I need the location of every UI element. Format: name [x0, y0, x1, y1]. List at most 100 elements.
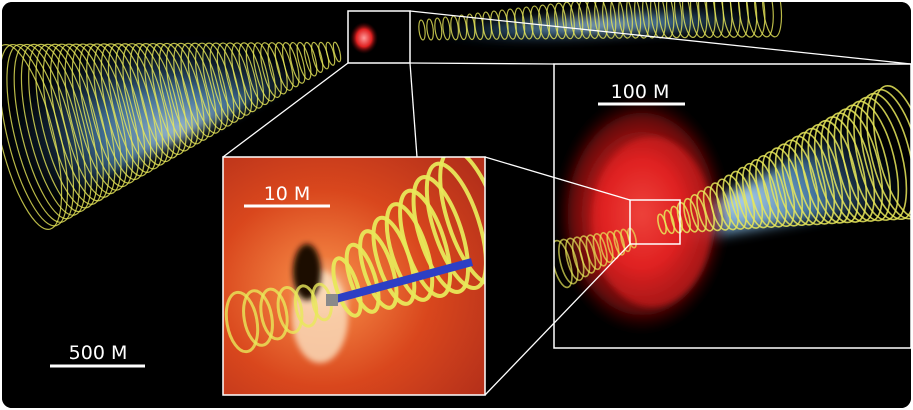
field-line-coil — [129, 43, 175, 163]
field-line-coil — [674, 2, 691, 39]
field-line-coil — [586, 2, 600, 40]
field-line-coil — [194, 42, 229, 131]
field-line-coil — [859, 92, 911, 221]
field-line-coil — [585, 234, 602, 271]
field-line-coil — [242, 289, 274, 347]
field-line-coil — [800, 127, 844, 225]
field-line-coil — [42, 43, 104, 205]
field-line-coil — [293, 284, 319, 328]
scale-bar-small: 10 M — [264, 183, 311, 205]
field-line-coil — [411, 175, 471, 294]
field-line-coil — [202, 42, 235, 127]
zoom-connector — [222, 62, 349, 158]
large-jet-left — [2, 38, 362, 231]
field-line-coil — [276, 285, 304, 335]
field-line-coil — [458, 14, 468, 41]
field-line-coil — [303, 41, 318, 77]
zoom-connector — [409, 62, 555, 65]
field-line-coil — [840, 104, 892, 222]
field-line-coil — [325, 41, 336, 66]
field-line-coil — [634, 2, 650, 39]
field-line-coil — [546, 3, 559, 40]
field-line-coil — [224, 290, 260, 354]
field-line-coil — [187, 42, 223, 134]
field-line-coil — [274, 42, 294, 91]
zoom-box-large — [347, 10, 411, 64]
field-line-coil — [562, 2, 575, 40]
field-line-coil — [13, 43, 81, 220]
field-line-coil — [384, 202, 435, 302]
field-line-coil — [144, 42, 187, 156]
field-line-coil — [151, 42, 193, 152]
field-line-coil — [599, 231, 614, 264]
field-line-coil — [438, 157, 485, 287]
field-line-coil — [296, 41, 312, 81]
field-line-coil — [100, 43, 152, 177]
field-line-coil — [813, 119, 860, 224]
field-line-coil — [592, 233, 608, 267]
field-line-coil — [71, 43, 128, 191]
inset-small: 10 M — [222, 156, 486, 396]
field-line-coil — [794, 131, 836, 225]
field-line-coil — [702, 186, 723, 232]
field-line-coil — [245, 42, 271, 106]
field-line-coil — [281, 42, 300, 88]
field-line-coil — [231, 42, 259, 113]
field-line-coil — [538, 4, 551, 40]
field-line-coil — [252, 42, 276, 102]
field-line-coil — [259, 287, 289, 341]
zoom-connector — [409, 10, 911, 65]
field-line-coil — [331, 256, 363, 318]
field-line-coil — [774, 143, 812, 227]
field-line-coil — [755, 155, 788, 228]
field-line-coil — [737, 2, 758, 38]
zoom-connector — [409, 62, 418, 158]
field-line-coil — [681, 2, 700, 39]
scale-bar-large: 500 M — [69, 342, 128, 364]
field-line-coils-right — [418, 2, 783, 41]
field-line-coil — [715, 178, 740, 231]
field-line-coil — [173, 42, 211, 141]
field-line-coil — [289, 41, 306, 84]
field-line-coil — [554, 239, 573, 289]
field-line-coil — [2, 43, 69, 227]
field-line-coil — [761, 151, 796, 228]
field-line-coil — [442, 16, 451, 41]
scale-bar-medium: 100 M — [611, 81, 670, 103]
field-line-coil — [2, 43, 63, 231]
field-line-coil — [86, 43, 140, 184]
field-line-coil — [136, 43, 181, 159]
field-line-coil — [594, 2, 609, 39]
field-line-coil — [570, 2, 584, 40]
field-line-coil — [735, 166, 764, 229]
field-line-coil — [28, 43, 92, 213]
field-line-coil — [358, 229, 399, 310]
field-line-coil — [49, 43, 110, 202]
field-line-coil — [209, 42, 241, 123]
field-line-coil — [122, 43, 170, 166]
field-line-coil — [20, 43, 86, 216]
field-line-coil — [578, 235, 597, 274]
field-line-coil — [223, 42, 253, 116]
field-line-coil — [78, 43, 134, 188]
field-line-coil — [558, 238, 579, 285]
field-line-coil — [618, 2, 633, 39]
zoom-connector — [484, 243, 631, 396]
field-line-coil — [663, 209, 675, 235]
field-line-coil — [761, 2, 783, 38]
field-line-coil — [530, 5, 542, 40]
field-line-coil — [434, 17, 443, 41]
field-line-coil — [238, 42, 265, 109]
central-disk — [350, 22, 378, 54]
field-line-coil — [745, 2, 766, 38]
zoom-connector — [484, 156, 631, 201]
field-line-coil — [820, 116, 868, 223]
field-line-coil — [115, 43, 164, 170]
field-line-coils-small — [224, 157, 485, 354]
field-line-coil — [554, 2, 567, 40]
spin-axis — [330, 258, 474, 304]
field-line-coil — [35, 43, 98, 209]
field-line-coil — [787, 135, 828, 226]
field-line-coil — [742, 162, 771, 229]
